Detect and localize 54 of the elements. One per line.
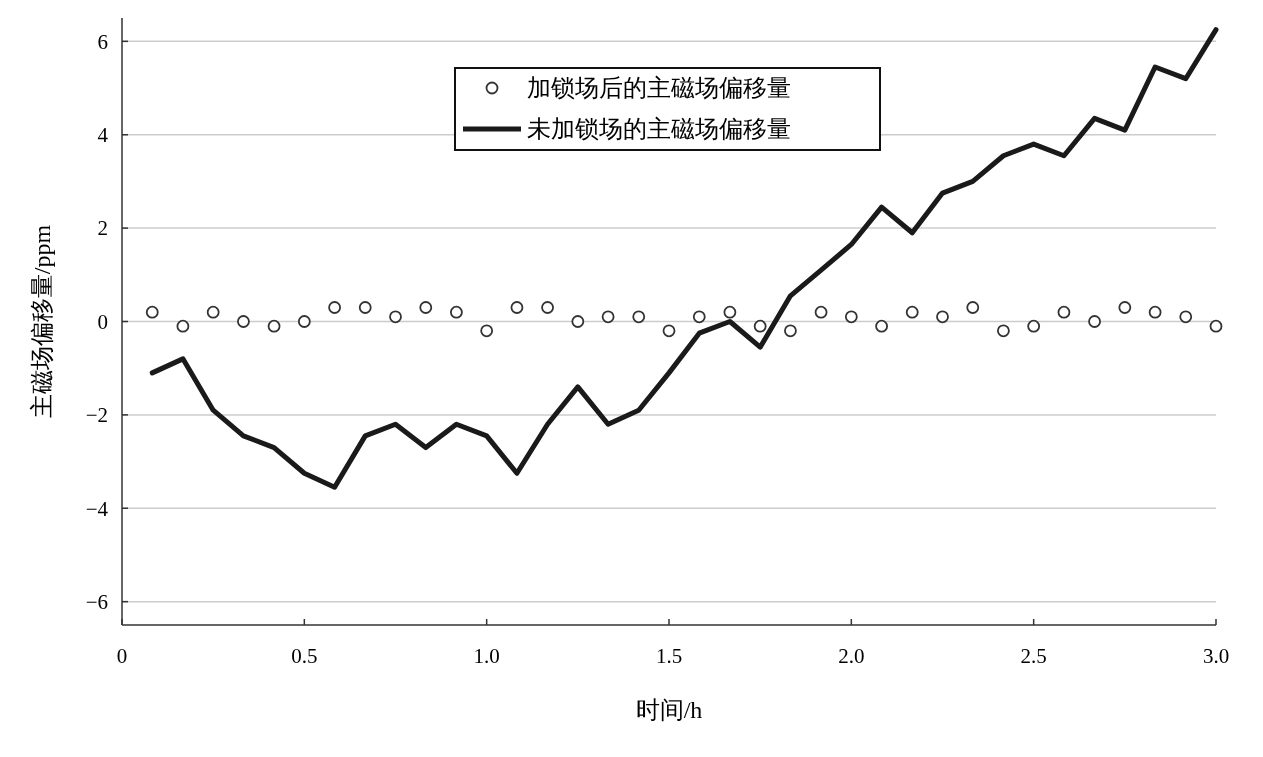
x-tick-label: 2.5	[1020, 644, 1047, 668]
point	[784, 324, 797, 338]
y-tick-label: 2	[97, 216, 108, 241]
point	[480, 324, 494, 338]
x-tick-label: 1.5	[655, 644, 683, 668]
point	[1209, 319, 1223, 333]
point	[267, 319, 281, 333]
point	[1179, 310, 1193, 324]
point	[297, 315, 311, 328]
point	[571, 315, 585, 328]
y-tick-label: −6	[85, 590, 108, 614]
point	[632, 310, 646, 324]
point	[237, 315, 250, 328]
point	[1057, 305, 1071, 319]
legend-label: 加锁场后的主磁场偏移量	[527, 75, 791, 102]
legend-label: 未加锁场的主磁场偏移量	[527, 116, 791, 143]
point	[1088, 315, 1101, 328]
y-tick-label: 6	[97, 29, 108, 54]
point	[905, 305, 919, 319]
y-tick-label: 0	[97, 309, 108, 334]
x-tick-label: 2.0	[838, 644, 865, 668]
x-tick-label: 1.0	[473, 644, 500, 668]
y-tick-label: −2	[85, 403, 108, 428]
y-axis-title: 主磁场偏移量/ppm	[29, 224, 55, 419]
y-tick-label: −4	[85, 496, 109, 521]
point	[358, 301, 372, 314]
point	[510, 301, 524, 314]
y-tick-label: 4	[97, 123, 109, 148]
point	[997, 324, 1010, 338]
point	[1027, 319, 1041, 333]
point	[844, 310, 858, 324]
point	[723, 305, 737, 319]
point	[814, 305, 828, 319]
x-axis-title: 时间/h	[635, 697, 703, 723]
x-tick-label: 3.0	[1202, 644, 1230, 668]
point	[389, 310, 402, 324]
point	[541, 301, 554, 314]
point	[966, 301, 980, 314]
point	[419, 301, 433, 314]
x-tick-label: 0.5	[291, 644, 318, 668]
point	[450, 305, 463, 319]
point	[601, 310, 615, 324]
point	[936, 310, 949, 324]
point	[1148, 305, 1162, 319]
point	[875, 319, 888, 333]
point	[692, 310, 706, 324]
point	[1118, 301, 1132, 314]
point	[145, 305, 159, 319]
point	[176, 319, 190, 333]
point	[753, 319, 767, 333]
point	[662, 324, 676, 338]
point	[206, 305, 220, 319]
x-tick-label: 0	[116, 644, 128, 668]
point	[328, 301, 341, 314]
